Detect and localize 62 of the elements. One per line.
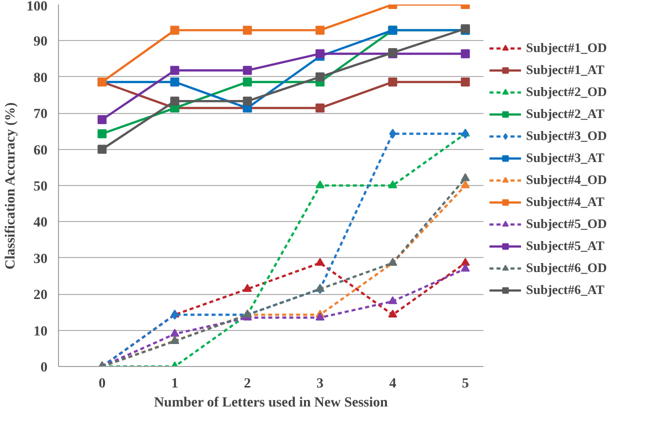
y-tick-label: 0 [40, 360, 48, 376]
point [316, 284, 325, 292]
y-tick-label: 20 [34, 288, 48, 304]
point [460, 180, 470, 188]
x-tick-label: 0 [98, 376, 106, 392]
point [316, 312, 325, 320]
y-tick-label: 90 [34, 34, 48, 50]
y-tick-label: 70 [34, 107, 48, 122]
point [316, 104, 325, 113]
point [98, 115, 107, 124]
point [170, 328, 180, 337]
point [460, 173, 470, 182]
y-tick-label: 10 [34, 324, 48, 340]
legend-label: Subject#2_OD [526, 84, 607, 100]
point [388, 296, 398, 304]
legend-label: Subject#2_AT [526, 106, 604, 122]
y-tick-label: 30 [34, 252, 48, 267]
x-tick-label: 2 [244, 376, 251, 392]
point [170, 66, 180, 75]
x-axis-title: Number of Letters used in New Session [154, 396, 388, 410]
legend-label: Subject#6_AT [526, 282, 604, 298]
legend-label: Subject#1_OD [526, 40, 607, 56]
point [98, 129, 107, 138]
point [389, 128, 396, 139]
point [316, 72, 325, 82]
legend-label: Subject#3_AT [526, 150, 604, 166]
point [98, 144, 107, 154]
y-axis-title: Classification Accuracy (%) [4, 102, 18, 270]
point [388, 310, 398, 318]
y-tick-label: 50 [34, 180, 48, 194]
point [242, 96, 252, 106]
point [388, 77, 398, 86]
point [170, 96, 180, 106]
y-tick-label: 100 [26, 0, 48, 14]
point [316, 49, 325, 58]
point [460, 49, 470, 58]
legend-label: Subject#1_AT [526, 62, 604, 78]
point [242, 77, 252, 86]
y-tick-label: 60 [34, 143, 48, 158]
x-tick-label: 3 [316, 376, 324, 392]
legend-label: Subject#3_OD [526, 128, 607, 144]
legend-label: Subject#6_OD [526, 260, 607, 276]
legend-label: Subject#5_OD [526, 216, 607, 232]
point [242, 26, 252, 35]
x-tick-label: 5 [462, 376, 469, 392]
point [242, 284, 252, 292]
point [242, 66, 252, 75]
point [388, 180, 398, 188]
point [316, 180, 325, 188]
legend-label: Subject#4_AT [526, 194, 604, 210]
point [460, 264, 470, 272]
point [316, 26, 325, 35]
x-tick-label: 4 [389, 376, 396, 392]
legend-label: Subject#5_AT [526, 238, 604, 254]
legend-label: Subject#4_OD [526, 172, 607, 188]
point [170, 26, 180, 35]
point [170, 77, 180, 86]
point [460, 77, 470, 86]
point [316, 258, 325, 266]
y-tick-label: 80 [34, 70, 48, 86]
x-tick-label: 1 [171, 376, 178, 392]
y-tick-label: 40 [34, 216, 48, 231]
